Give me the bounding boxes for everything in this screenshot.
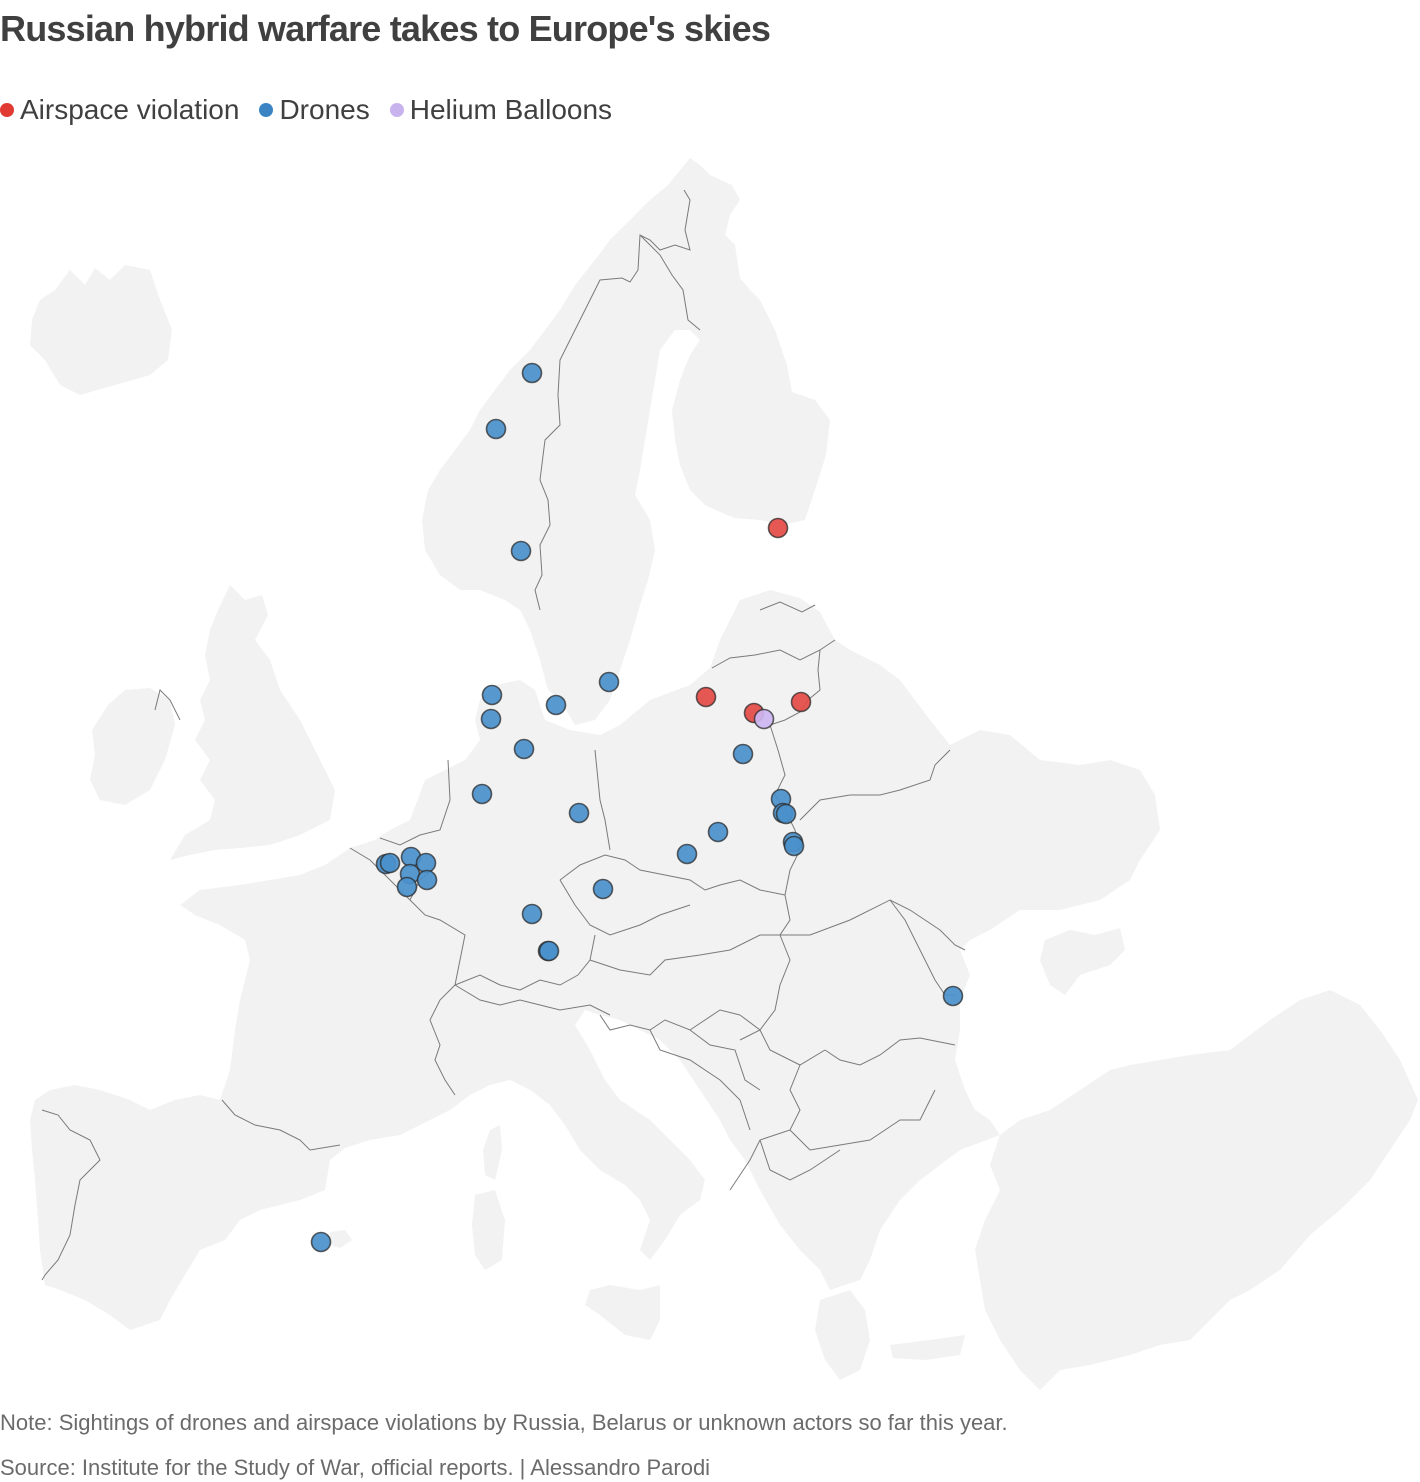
great-britain bbox=[170, 585, 335, 860]
blue-dot-icon bbox=[259, 103, 274, 117]
map-point-drones bbox=[379, 852, 401, 874]
sardinia bbox=[472, 1190, 505, 1270]
crimea bbox=[1040, 928, 1125, 995]
legend-label: Helium Balloons bbox=[409, 94, 613, 125]
land-layer bbox=[30, 158, 1418, 1390]
lilac-dot-icon bbox=[389, 103, 404, 117]
legend: Airspace violation Drones Helium Balloon… bbox=[0, 94, 632, 126]
map-point-drones bbox=[942, 985, 964, 1007]
map-point-drones bbox=[545, 694, 567, 716]
map-point-airspace-violation bbox=[790, 691, 812, 713]
peloponnese bbox=[815, 1290, 870, 1380]
map-point-drones bbox=[568, 802, 590, 824]
legend-item-airspace-violation: Airspace violation bbox=[0, 94, 239, 126]
country-borders bbox=[41, 189, 966, 1281]
map-point-drones bbox=[480, 708, 502, 730]
map-point-drones bbox=[598, 671, 620, 693]
corsica bbox=[483, 1125, 502, 1180]
map-point-drones bbox=[775, 803, 797, 825]
chart-title: Russian hybrid warfare takes to Europe's… bbox=[0, 8, 771, 49]
footnote: Note: Sightings of drones and airspace v… bbox=[0, 1410, 1008, 1435]
legend-label: Drones bbox=[279, 94, 370, 125]
red-dot-icon bbox=[0, 103, 14, 117]
map-point-drones bbox=[481, 684, 503, 706]
map-point-drones bbox=[510, 540, 532, 562]
map-point-drones bbox=[471, 783, 493, 805]
map-point-drones bbox=[521, 362, 543, 384]
ireland bbox=[90, 688, 175, 805]
legend-label: Airspace violation bbox=[20, 94, 240, 125]
legend-item-helium-balloons: Helium Balloons bbox=[389, 94, 613, 126]
map-point-drones bbox=[513, 738, 535, 760]
continental-europe bbox=[30, 590, 1160, 1330]
legend-item-drones: Drones bbox=[259, 94, 370, 126]
map-point-airspace-violation bbox=[767, 517, 789, 539]
scandinavia bbox=[422, 158, 830, 725]
europe-map bbox=[30, 158, 1418, 1390]
map-point-drones bbox=[416, 869, 438, 891]
crete bbox=[890, 1335, 965, 1360]
source-credit: Source: Institute for the Study of War, … bbox=[0, 1455, 711, 1480]
map-point-drones bbox=[538, 940, 560, 962]
map-point-drones bbox=[707, 821, 729, 843]
map-point-airspace-violation bbox=[695, 686, 717, 708]
map-point-drones bbox=[415, 852, 437, 874]
map-point-drones bbox=[485, 418, 507, 440]
incident-points bbox=[310, 362, 964, 1253]
turkey bbox=[975, 990, 1418, 1390]
mallorca bbox=[330, 1230, 352, 1248]
map-point-drones bbox=[396, 876, 418, 898]
map-point-drones bbox=[592, 878, 614, 900]
map-point-helium-balloons bbox=[753, 708, 775, 730]
map-point-drones bbox=[732, 743, 754, 765]
map-point-drones bbox=[310, 1231, 332, 1253]
iceland bbox=[30, 265, 172, 395]
cyprus bbox=[1130, 1275, 1180, 1315]
map-point-drones bbox=[783, 835, 805, 857]
map-point-drones bbox=[521, 903, 543, 925]
sicily bbox=[585, 1285, 660, 1340]
map-point-drones bbox=[676, 843, 698, 865]
